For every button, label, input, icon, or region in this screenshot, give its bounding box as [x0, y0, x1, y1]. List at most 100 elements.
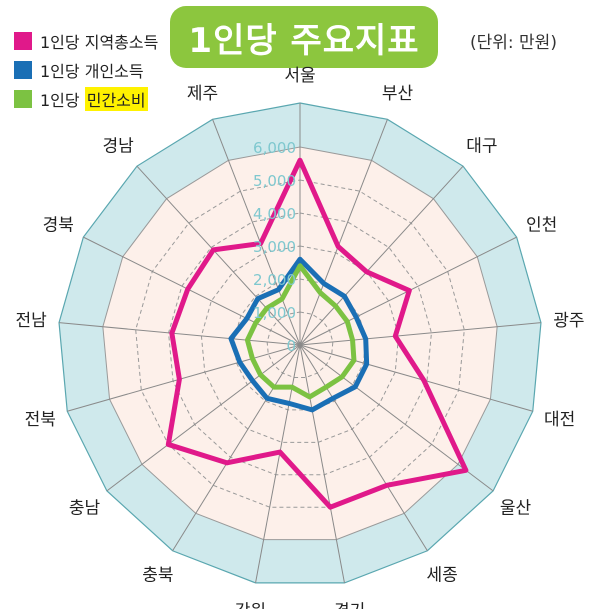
radar-spoke: [299, 322, 542, 346]
category-label: 경북: [43, 216, 74, 236]
series-point-0: [328, 505, 333, 510]
series-point-2: [318, 290, 323, 295]
tick-label: 5,000: [253, 172, 296, 190]
series-point-0: [177, 377, 182, 382]
radar-spoke: [299, 344, 533, 412]
radar-spoke: [58, 322, 301, 346]
series-point-2: [340, 374, 345, 379]
series-point-2: [245, 338, 250, 343]
series-point-1: [321, 281, 326, 286]
legend-swatch-regional-income: [14, 31, 32, 50]
radar-spoke: [136, 165, 301, 346]
category-label: 충북: [142, 566, 173, 586]
legend-swatch-private-consumption: [14, 89, 32, 108]
series-point-2: [324, 385, 329, 390]
series-point-2: [280, 296, 285, 301]
series-point-1: [364, 361, 369, 366]
series-point-1: [342, 294, 347, 299]
legend-label: 개인소득: [84, 61, 144, 81]
series-point-0: [336, 244, 341, 249]
series-line-0: [165, 157, 469, 510]
series-point-1: [228, 336, 233, 341]
unit-label: (단위: 만원): [470, 33, 557, 53]
category-label: 충남: [69, 499, 101, 519]
series-point-0: [463, 468, 468, 473]
series-point-2: [258, 372, 263, 377]
radar-spoke: [83, 236, 301, 346]
tick-label: 2,000: [253, 271, 296, 289]
radar-spoke: [299, 165, 464, 346]
tick-label: 4,000: [253, 205, 296, 223]
series-point-2: [345, 319, 350, 324]
legend-prefix: 1인당: [40, 61, 80, 81]
series-point-1: [276, 287, 281, 292]
series-point-2: [250, 356, 255, 361]
tick-label: 1,000: [253, 304, 296, 322]
radar-spoke: [299, 344, 345, 583]
category-label: 세종: [426, 566, 457, 586]
category-label: 부산: [382, 84, 414, 104]
series-point-2: [350, 338, 355, 343]
series-point-2: [351, 358, 356, 363]
series-point-2: [271, 385, 276, 390]
category-label: 전남: [16, 311, 48, 331]
radar-grid-ring: [200, 245, 400, 443]
series-point-2: [253, 320, 258, 325]
series-point-0: [211, 247, 216, 252]
series-line-2: [244, 263, 357, 400]
series-point-2: [298, 263, 302, 268]
legend-item-personal-income: 1인당 개인소득: [14, 55, 158, 84]
series-point-2: [333, 303, 338, 308]
legend-prefix: 1인당: [40, 32, 80, 52]
series-point-0: [169, 331, 174, 336]
category-label: 서울: [284, 66, 315, 86]
radar-spoke: [172, 344, 301, 552]
series-point-2: [290, 385, 295, 390]
series-point-0: [384, 483, 389, 488]
legend-item-regional-income: 1인당 지역총소득: [14, 26, 158, 55]
radar-spoke: [67, 344, 301, 412]
series-point-1: [264, 396, 269, 401]
legend-item-private-consumption: 1인당 민간소비: [14, 84, 158, 113]
category-label: 대구: [466, 136, 497, 156]
radar-spoke: [255, 344, 301, 583]
series-point-0: [185, 287, 190, 292]
series-point-1: [363, 336, 368, 341]
series-line-1: [228, 256, 370, 413]
series-point-0: [258, 241, 263, 246]
series-point-0: [298, 158, 302, 163]
category-label: 경기: [334, 601, 365, 609]
series-point-0: [393, 334, 398, 339]
series-point-1: [255, 296, 260, 301]
series-point-1: [244, 316, 249, 321]
legend-label: 지역총소득: [84, 32, 159, 52]
radar-spoke: [106, 344, 301, 492]
category-label: 대전: [544, 410, 575, 430]
radar-spoke: [212, 119, 301, 346]
category-label: 제주: [187, 84, 218, 104]
series-point-2: [307, 394, 312, 399]
series-point-1: [298, 257, 302, 262]
legend: 1인당 지역총소득 1인당 개인소득 1인당 민간소비: [14, 26, 158, 113]
tick-label: 6,000: [253, 139, 296, 157]
radar-spoke: [299, 119, 388, 346]
category-label: 인천: [526, 216, 557, 236]
radar-grid-ring: [135, 179, 465, 508]
series-point-1: [287, 401, 292, 406]
radar-spoke: [299, 344, 494, 492]
category-label: 강원: [235, 601, 266, 609]
legend-swatch-personal-income: [14, 60, 32, 79]
legend-label: 민간소비: [84, 86, 148, 111]
tick-label: 0: [286, 337, 296, 355]
category-label: 광주: [553, 311, 584, 331]
radar-grid-ring: [233, 278, 367, 411]
series-point-0: [407, 288, 412, 293]
series-point-2: [264, 306, 269, 311]
series-point-1: [331, 396, 336, 401]
legend-prefix: 1인당: [40, 90, 80, 110]
series-point-1: [250, 378, 255, 383]
category-label: 경남: [102, 136, 134, 156]
radar-grid-ring: [168, 212, 432, 476]
